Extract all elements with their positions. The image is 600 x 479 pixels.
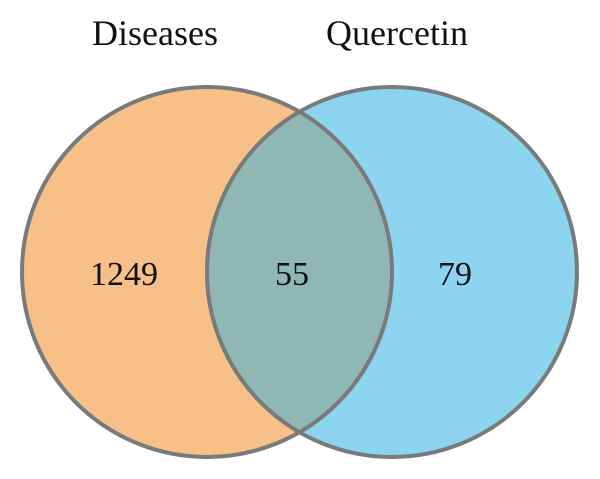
- quercetin-only-count: 79: [438, 256, 472, 293]
- intersection-region: [207, 87, 392, 457]
- set-diseases-title: Diseases: [92, 13, 218, 53]
- set-diseases-outline: [20, 85, 394, 459]
- intersection-count: 55: [275, 256, 309, 293]
- diseases-only-count: 1249: [90, 256, 158, 293]
- set-quercetin-title: Quercetin: [326, 13, 468, 53]
- set-quercetin-outline: [205, 85, 579, 459]
